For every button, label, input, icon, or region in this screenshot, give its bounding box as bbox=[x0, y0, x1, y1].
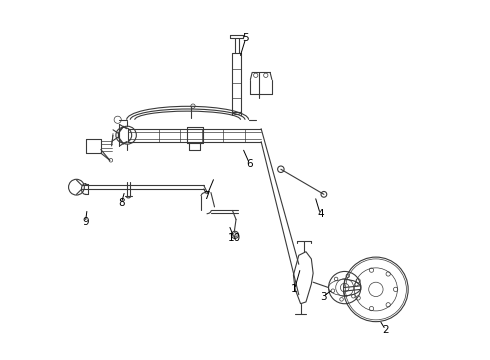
Text: 1: 1 bbox=[291, 284, 298, 294]
Text: 7: 7 bbox=[203, 191, 210, 201]
Text: 4: 4 bbox=[317, 209, 323, 219]
Text: 8: 8 bbox=[118, 198, 124, 208]
Text: 3: 3 bbox=[320, 292, 326, 302]
Text: 5: 5 bbox=[243, 33, 249, 43]
Text: 9: 9 bbox=[82, 217, 89, 227]
Text: 6: 6 bbox=[246, 159, 253, 169]
Text: 10: 10 bbox=[228, 233, 241, 243]
Text: 2: 2 bbox=[382, 325, 389, 335]
